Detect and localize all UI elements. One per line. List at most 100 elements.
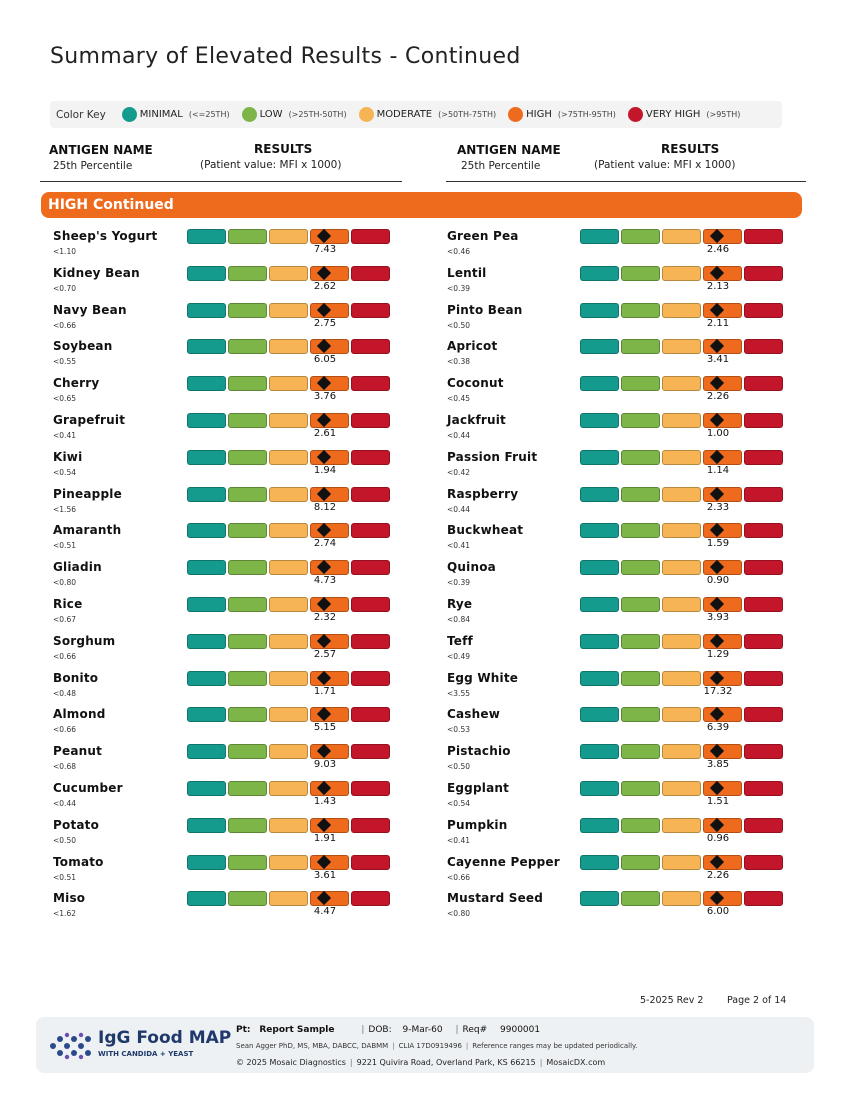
- result-marker-icon: [709, 486, 725, 502]
- result-value: 1.71: [313, 686, 337, 697]
- level-segment-veryhigh: [351, 891, 390, 906]
- color-key-label: VERY HIGH: [645, 109, 701, 120]
- level-segment-minimal: [580, 487, 619, 502]
- level-segment-moderate: [269, 376, 308, 391]
- result-value: 2.62: [313, 281, 337, 292]
- level-bar: [580, 522, 785, 538]
- result-row: Pistachio <0.50 3.85: [447, 743, 785, 780]
- result-value: 2.13: [706, 281, 730, 292]
- antigen-name: Soybean: [53, 339, 113, 353]
- copyright: © 2025 Mosaic Diagnostics: [236, 1058, 346, 1067]
- color-key-very-high: VERY HIGH (>95TH): [627, 107, 745, 122]
- percentile-value: <0.51: [53, 541, 76, 550]
- color-key-label: MINIMAL: [139, 109, 183, 120]
- result-row: Pumpkin <0.41 0.96: [447, 817, 785, 854]
- level-segment-moderate: [662, 303, 701, 318]
- percentile-value: <0.44: [53, 799, 76, 808]
- result-row: Pineapple <1.56 8.12: [53, 486, 392, 523]
- percentile-value: <0.42: [447, 468, 470, 477]
- level-segment-low: [621, 487, 660, 502]
- level-segment-minimal: [580, 339, 619, 354]
- result-marker-icon: [709, 743, 725, 759]
- level-bar: [580, 633, 785, 649]
- color-key-low: LOW (>25TH-50TH): [241, 107, 351, 122]
- level-segment-high: [310, 265, 349, 281]
- level-segment-low: [228, 339, 267, 354]
- level-segment-moderate: [662, 413, 701, 428]
- level-bar: [187, 633, 392, 649]
- level-segment-high: [703, 302, 742, 318]
- website-link[interactable]: MosaicDX.com: [546, 1058, 606, 1067]
- level-segment-minimal: [187, 376, 226, 391]
- result-marker-icon: [709, 596, 725, 612]
- percentile-header: 25th Percentile: [461, 160, 541, 172]
- level-segment-low: [621, 413, 660, 428]
- level-bar: [580, 743, 785, 759]
- antigen-name: Passion Fruit: [447, 450, 538, 464]
- result-value: 1.94: [313, 465, 337, 476]
- level-segment-veryhigh: [744, 634, 783, 649]
- result-value: 1.00: [706, 428, 730, 439]
- percentile-value: <0.80: [447, 909, 470, 918]
- percentile-value: <0.53: [447, 725, 470, 734]
- level-bar: [580, 596, 785, 612]
- percentile-value: <0.46: [447, 247, 470, 256]
- result-value: 2.11: [706, 318, 730, 329]
- result-value: 4.73: [313, 575, 337, 586]
- result-value: 3.76: [313, 391, 337, 402]
- level-segment-veryhigh: [351, 303, 390, 318]
- level-segment-veryhigh: [351, 487, 390, 502]
- level-bar: [580, 890, 785, 906]
- level-segment-minimal: [187, 229, 226, 244]
- percentile-value: <0.50: [447, 321, 470, 330]
- percentile-value: <0.65: [53, 394, 76, 403]
- level-segment-moderate: [269, 413, 308, 428]
- result-row: Cherry <0.65 3.76: [53, 375, 392, 412]
- result-value: 2.57: [313, 649, 337, 660]
- level-segment-veryhigh: [744, 339, 783, 354]
- level-segment-high: [310, 412, 349, 428]
- level-segment-low: [621, 707, 660, 722]
- level-segment-veryhigh: [351, 855, 390, 870]
- result-row: Navy Bean <0.66 2.75: [53, 302, 392, 339]
- result-row: Bonito <0.48 1.71: [53, 670, 392, 707]
- footer: IgG Food MAP WITH CANDIDA + YEAST Pt: Re…: [36, 1017, 814, 1073]
- level-segment-minimal: [580, 671, 619, 686]
- level-segment-minimal: [187, 707, 226, 722]
- result-value: 2.32: [313, 612, 337, 623]
- level-bar: [187, 670, 392, 686]
- level-segment-minimal: [187, 303, 226, 318]
- percentile-value: <0.66: [447, 873, 470, 882]
- level-bar: [580, 302, 785, 318]
- level-segment-low: [621, 523, 660, 538]
- percentile-value: <0.80: [53, 578, 76, 587]
- level-segment-moderate: [662, 487, 701, 502]
- result-row: Quinoa <0.39 0.90: [447, 559, 785, 596]
- level-segment-high: [703, 633, 742, 649]
- result-row: Green Pea <0.46 2.46: [447, 228, 785, 265]
- level-segment-low: [621, 855, 660, 870]
- antigen-name: Pumpkin: [447, 818, 508, 832]
- level-segment-high: [310, 890, 349, 906]
- level-segment-low: [228, 818, 267, 833]
- level-segment-moderate: [269, 229, 308, 244]
- result-row: Peanut <0.68 9.03: [53, 743, 392, 780]
- level-segment-high: [703, 596, 742, 612]
- antigen-name-header: ANTIGEN NAME: [457, 143, 561, 157]
- level-segment-minimal: [187, 487, 226, 502]
- result-value: 9.03: [313, 759, 337, 770]
- level-segment-minimal: [580, 523, 619, 538]
- clia-number: CLIA 17D0919496: [398, 1042, 462, 1050]
- level-segment-high: [703, 670, 742, 686]
- level-bar: [580, 854, 785, 870]
- level-segment-veryhigh: [351, 597, 390, 612]
- level-bar: [187, 228, 392, 244]
- level-segment-minimal: [187, 781, 226, 796]
- antigen-name: Eggplant: [447, 781, 510, 795]
- antigen-name: Buckwheat: [447, 523, 524, 537]
- level-bar: [187, 817, 392, 833]
- antigen-name: Lentil: [447, 266, 487, 280]
- level-segment-minimal: [580, 303, 619, 318]
- percentile-value: <0.50: [447, 762, 470, 771]
- level-segment-moderate: [662, 339, 701, 354]
